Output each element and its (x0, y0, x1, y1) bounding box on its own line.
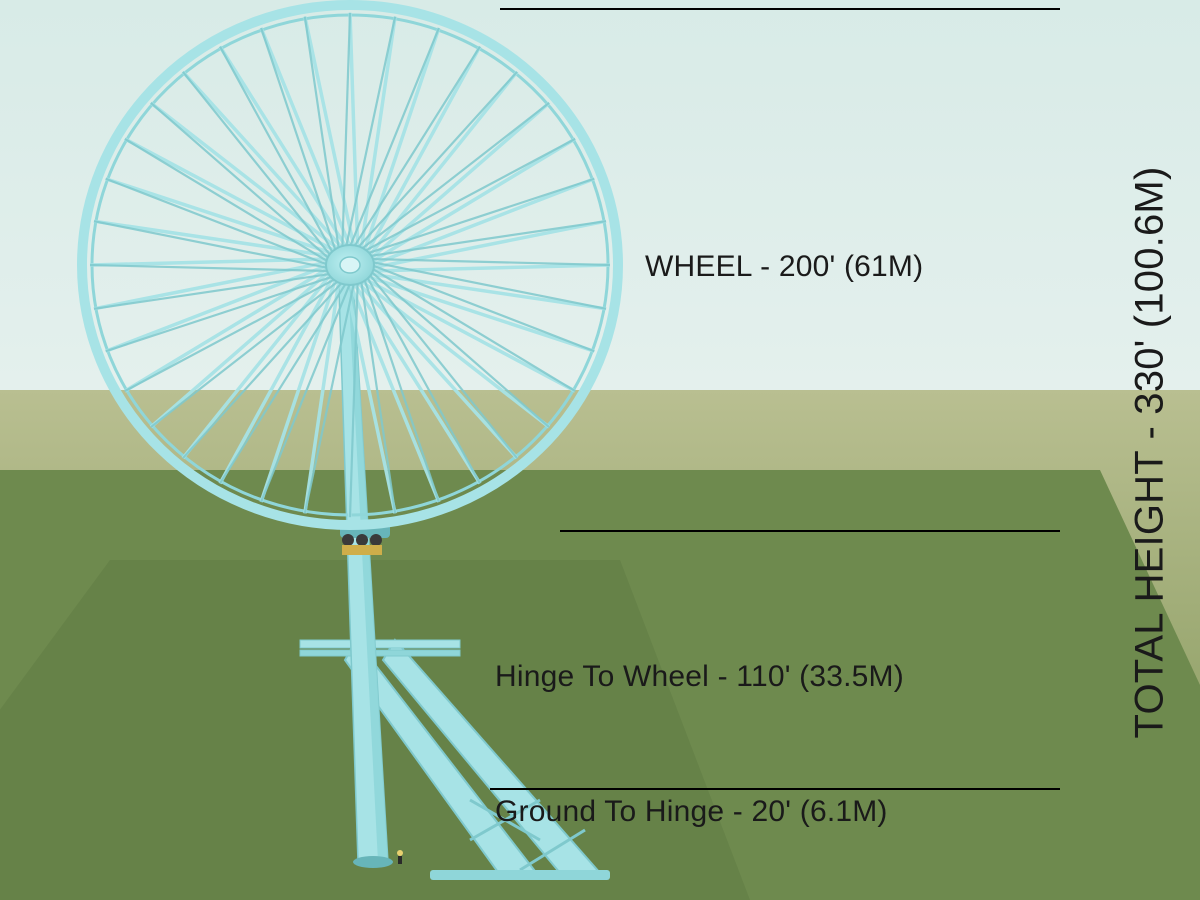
guide-line-top (500, 8, 1060, 10)
guide-line-wheel-bottom (560, 530, 1060, 532)
scene-svg (0, 0, 1200, 900)
label-hinge-to-wheel: Hinge To Wheel - 110' (33.5M) (495, 660, 904, 694)
label-wheel: WHEEL - 200' (61M) (645, 250, 923, 284)
label-total-height: TOTAL HEIGHT - 330' (100.6M) (1128, 103, 1173, 803)
diagram-canvas: WHEEL - 200' (61M) Hinge To Wheel - 110'… (0, 0, 1200, 900)
guide-line-hinge (490, 788, 1060, 790)
bracket-arm (300, 640, 460, 656)
label-ground-to-hinge: Ground To Hinge - 20' (6.1M) (495, 795, 888, 829)
